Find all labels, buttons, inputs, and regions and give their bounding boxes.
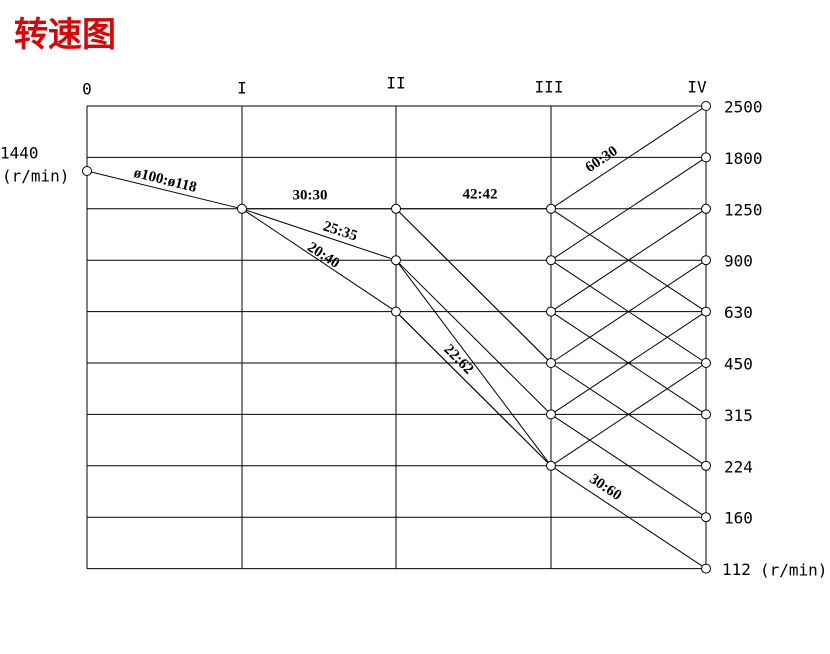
output-speed: 2500 — [724, 98, 763, 117]
output-speed: 1250 — [724, 200, 763, 219]
transmission-line — [395, 259, 552, 467]
speed-node — [237, 203, 247, 214]
transmission-line — [550, 105, 707, 210]
speed-node — [391, 255, 401, 266]
transmission-line — [241, 208, 397, 313]
transmission-line — [550, 208, 707, 313]
transmission-line — [241, 208, 397, 261]
ratio-label: ø100:ø118 — [132, 165, 198, 196]
speed-node — [701, 101, 711, 111]
speed-node — [546, 460, 556, 471]
ratio-label: 42:42 — [463, 186, 498, 202]
transmission-line — [395, 208, 552, 364]
title: 转速图 — [14, 16, 116, 54]
speed-node — [701, 460, 711, 471]
output-speed: 224 — [724, 457, 753, 476]
output-speed: 900 — [724, 252, 753, 271]
output-speed: 160 — [724, 509, 753, 528]
transmission-line — [550, 362, 707, 467]
speed-node — [701, 512, 711, 523]
transmission-line — [395, 311, 552, 467]
speed-node — [546, 409, 556, 420]
shaft-label: II — [386, 74, 405, 93]
shaft-label: I — [237, 79, 247, 98]
speed-node — [546, 203, 556, 214]
transmission-line — [550, 156, 707, 261]
ratio-label: 30:30 — [293, 187, 328, 203]
output-speed: 315 — [724, 406, 753, 425]
speed-node — [546, 255, 556, 266]
shaft-label: III — [535, 78, 564, 97]
speed-node — [701, 255, 711, 266]
output-speed: 630 — [724, 303, 753, 322]
shaft-label: IV — [687, 78, 707, 97]
transmission-line — [550, 311, 707, 415]
transmission-line — [550, 413, 707, 518]
input-speed: 1440 — [0, 144, 39, 163]
transmission-line — [550, 465, 707, 570]
unit-label: (r/min) — [760, 561, 827, 580]
shaft-label: 0 — [82, 80, 92, 99]
output-speed: 450 — [724, 355, 753, 374]
transmission-line — [550, 259, 707, 364]
speed-node — [701, 563, 711, 574]
transmission-line — [86, 170, 243, 210]
transmission-line — [395, 259, 552, 415]
speed-node — [391, 306, 401, 317]
unit-label: (r/min) — [2, 167, 69, 186]
ratio-label: 30:60 — [586, 471, 624, 504]
speed-node — [546, 358, 556, 368]
speed-node — [391, 203, 401, 214]
ratio-label: 60:30 — [583, 143, 621, 176]
output-speed: 112 — [722, 560, 751, 579]
ratio-label: 20:40 — [304, 239, 342, 271]
speed-node — [701, 358, 711, 368]
output-speed: 1800 — [724, 149, 763, 168]
speed-node — [701, 306, 711, 317]
speed-node — [701, 203, 711, 214]
speed-node — [546, 306, 556, 317]
speed-node — [701, 152, 711, 163]
speed-node — [82, 166, 92, 176]
ratio-label: 25:35 — [321, 218, 359, 244]
speed-node — [701, 409, 711, 420]
